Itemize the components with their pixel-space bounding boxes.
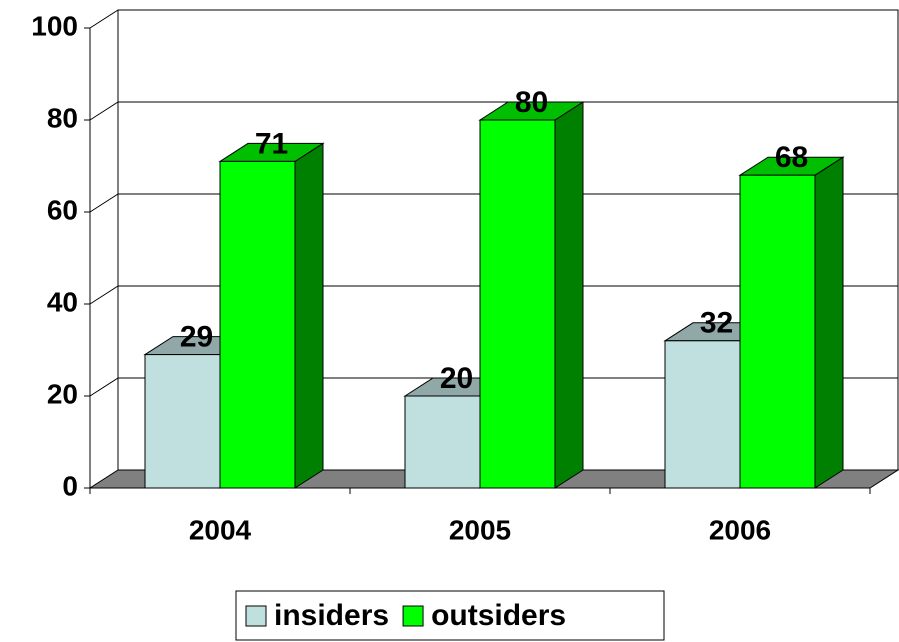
grid-line <box>89 377 119 397</box>
y-tick-label: 20 <box>47 378 78 409</box>
data-label: 32 <box>700 307 733 340</box>
y-tick-label: 40 <box>47 286 78 317</box>
y-tick-label: 100 <box>31 10 78 41</box>
data-label: 80 <box>515 86 548 119</box>
grid-line <box>89 101 119 121</box>
x-tick-label: 2004 <box>189 514 252 545</box>
legend-label: insiders <box>274 599 389 632</box>
legend-swatch <box>402 605 424 627</box>
data-label: 68 <box>775 141 808 174</box>
grid-line <box>89 9 119 29</box>
x-tick-label: 2005 <box>449 514 511 545</box>
bar-front <box>739 174 816 489</box>
bar-front <box>404 395 481 489</box>
bar-side <box>294 142 324 489</box>
bar-front <box>144 354 221 489</box>
bar <box>218 142 325 489</box>
bar-front <box>219 160 296 489</box>
bar-side <box>814 156 844 489</box>
bar-front <box>664 340 741 489</box>
data-label: 71 <box>255 127 288 160</box>
data-label: 20 <box>440 362 473 395</box>
legend-label: outsiders <box>431 599 566 632</box>
grid-line <box>89 285 119 305</box>
legend: insiders outsiders <box>235 590 665 641</box>
y-tick-label: 0 <box>62 470 78 501</box>
bar-side <box>554 101 584 489</box>
y-tick-label: 80 <box>47 102 78 133</box>
bar <box>478 101 585 489</box>
x-tick-label: 2006 <box>709 514 771 545</box>
legend-swatch <box>245 605 267 627</box>
grid-line <box>89 193 119 213</box>
data-label: 29 <box>180 321 213 354</box>
legend-box <box>235 590 665 641</box>
bar <box>738 156 845 489</box>
bar-front <box>479 119 556 489</box>
y-tick-label: 60 <box>47 194 78 225</box>
